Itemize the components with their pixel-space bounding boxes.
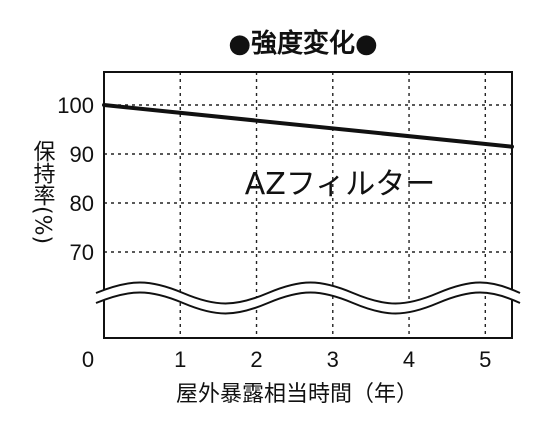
x-axis-label: 屋外暴露相当時間（年） — [176, 382, 418, 407]
plot-frame — [103, 71, 513, 339]
y-axis-label: 保持率(%) — [30, 140, 56, 244]
y-tick-label: 90 — [70, 142, 94, 167]
x-tick-label: 1 — [174, 347, 186, 372]
series-label: AZフィルター — [245, 167, 435, 202]
series-line — [102, 103, 514, 149]
x-origin-label: 0 — [82, 347, 94, 372]
axis-break — [95, 281, 521, 315]
grid — [104, 72, 512, 338]
x-tick-labels: 1 2 3 4 5 — [174, 347, 491, 372]
chart-title: ●強度変化● — [228, 28, 377, 59]
x-tick-label: 5 — [479, 347, 491, 372]
x-tick-label: 3 — [327, 347, 339, 372]
x-tick-label: 2 — [250, 347, 262, 372]
y-tick-label: 70 — [70, 240, 94, 265]
x-tick-label: 4 — [403, 347, 415, 372]
y-tick-label: 80 — [70, 191, 94, 216]
y-tick-labels: 70 80 90 100 — [57, 93, 94, 265]
y-tick-label: 100 — [57, 93, 94, 118]
series-layer — [102, 103, 514, 149]
